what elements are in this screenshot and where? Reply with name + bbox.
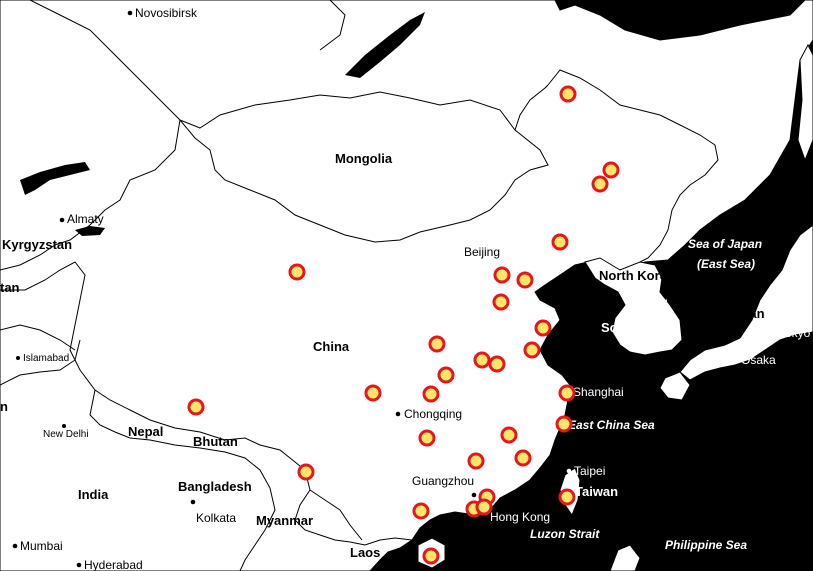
sea-label-sea-of-japan: Sea of Japan xyxy=(688,237,762,251)
location-marker[interactable] xyxy=(422,547,440,565)
city-label-hyderabad: Hyderabad xyxy=(84,558,143,571)
country-label-nepal: Nepal xyxy=(128,424,163,439)
city-dot-novosibirsk xyxy=(127,10,133,16)
city-label-guangzhou: Guangzhou xyxy=(412,474,474,488)
location-markers xyxy=(187,85,620,565)
city-label-tokyo: Tokyo xyxy=(779,326,811,340)
sakhalin-island xyxy=(797,43,813,162)
city-dot-taipei xyxy=(566,468,572,474)
country-label-south-korea: South Korea xyxy=(601,320,679,335)
country-label-taiwan: Taiwan xyxy=(575,484,618,499)
city-label-new-delhi: New Delhi xyxy=(43,429,89,440)
location-marker[interactable] xyxy=(412,502,430,520)
country-label-north-korea: North Korea xyxy=(599,268,675,283)
location-marker[interactable] xyxy=(514,449,532,467)
country-label-myanmar: Myanmar xyxy=(256,513,313,528)
location-marker[interactable] xyxy=(602,161,620,179)
location-marker[interactable] xyxy=(488,355,506,373)
location-marker[interactable] xyxy=(187,398,205,416)
city-dot-mumbai xyxy=(12,543,18,549)
city-label-chongqing: Chongqing xyxy=(404,407,462,421)
country-label-mongolia: Mongolia xyxy=(335,151,393,166)
location-marker[interactable] xyxy=(288,263,306,281)
city-label-hong-kong: Hong Kong xyxy=(490,510,550,524)
city-label-mumbai: Mumbai xyxy=(20,539,63,553)
city-dot-tokyo xyxy=(772,330,778,336)
location-marker[interactable] xyxy=(558,488,576,506)
country-label-japan: Japan xyxy=(727,306,765,321)
city-label-beijing: Beijing xyxy=(464,245,500,259)
location-marker[interactable] xyxy=(467,452,485,470)
country-borders xyxy=(0,0,718,571)
city-dot-hyderabad xyxy=(76,562,82,568)
city-dots xyxy=(12,10,778,568)
location-marker[interactable] xyxy=(500,426,518,444)
sea-label-philippine-sea: Philippine Sea xyxy=(665,538,747,552)
city-label-shanghai: Shanghai xyxy=(573,385,624,399)
country-label-laos: Laos xyxy=(350,545,380,560)
location-marker[interactable] xyxy=(591,175,609,193)
japan-islands xyxy=(679,224,813,381)
korean-peninsula xyxy=(584,257,683,356)
location-marker[interactable] xyxy=(559,85,577,103)
country-label-china: China xyxy=(313,339,350,354)
country-label-kyrgyzstan: Kyrgyzstan xyxy=(2,237,72,252)
city-label-islamabad: Islamabad xyxy=(23,353,69,364)
city-dot-chongqing xyxy=(395,411,401,417)
city-label-taipei: Taipei xyxy=(574,464,605,478)
location-marker[interactable] xyxy=(422,385,440,403)
location-marker[interactable] xyxy=(364,384,382,402)
city-dot-guangzhou xyxy=(471,492,477,498)
city-label-osaka: Osaka xyxy=(741,353,776,367)
city-dot-new-delhi xyxy=(62,424,66,428)
country-label-bangladesh: Bangladesh xyxy=(178,479,252,494)
location-marker[interactable] xyxy=(534,319,552,337)
location-marker[interactable] xyxy=(418,429,436,447)
location-marker[interactable] xyxy=(473,351,491,369)
lake-issyk-kul xyxy=(75,226,105,236)
sea-label-east-sea: (East Sea) xyxy=(697,257,755,271)
japan-kyushu xyxy=(659,371,691,401)
city-label-almaty: Almaty xyxy=(67,212,104,226)
city-dot-islamabad xyxy=(16,356,20,360)
location-marker[interactable] xyxy=(437,366,455,384)
luzon-island xyxy=(609,544,641,571)
lake-baikal xyxy=(345,12,425,78)
location-marker[interactable] xyxy=(551,233,569,251)
country-label-india: India xyxy=(78,487,109,502)
sea-label-east-china-sea: East China Sea xyxy=(568,418,655,432)
country-label-bhutan: Bhutan xyxy=(193,434,238,449)
location-marker[interactable] xyxy=(428,335,446,353)
city-dot-kolkata xyxy=(190,499,196,505)
country-label-partial-tan: tan xyxy=(0,280,20,295)
location-marker[interactable] xyxy=(523,341,541,359)
location-marker[interactable] xyxy=(493,266,511,284)
lake-balkhash xyxy=(20,162,90,195)
city-label-kolkata: Kolkata xyxy=(196,511,236,525)
location-marker[interactable] xyxy=(558,384,576,402)
sea-label-luzon-strait: Luzon Strait xyxy=(530,527,600,541)
city-dot-seoul xyxy=(629,301,635,307)
location-marker[interactable] xyxy=(492,293,510,311)
city-label-novosibirsk: Novosibirsk xyxy=(135,6,198,20)
city-label-seoul: Seoul xyxy=(637,297,668,311)
city-dot-almaty xyxy=(59,217,65,223)
city-dot-osaka xyxy=(733,357,739,363)
location-marker[interactable] xyxy=(555,415,573,433)
location-marker[interactable] xyxy=(475,498,493,516)
location-marker[interactable] xyxy=(297,463,315,481)
country-label-edge-n: n xyxy=(0,399,8,414)
location-marker[interactable] xyxy=(516,271,534,289)
